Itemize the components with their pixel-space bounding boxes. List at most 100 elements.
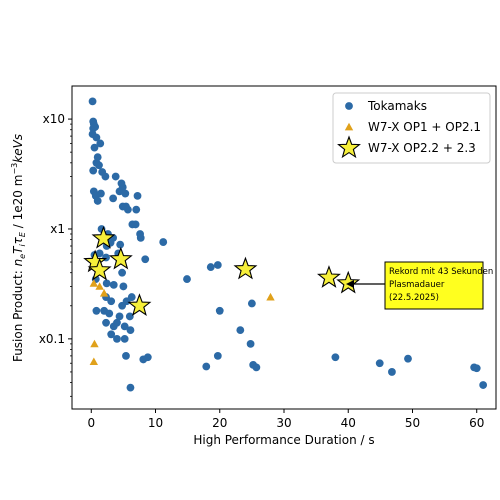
tokamak-point	[113, 334, 121, 343]
tokamak-point	[159, 238, 168, 246]
legend-marker	[344, 122, 354, 131]
w7x-op2-point	[336, 270, 361, 294]
legend-w7x-op1-op21: W7-X OP1 + OP2.1	[344, 120, 481, 134]
tokamak-point	[111, 172, 120, 181]
tokamak-point	[95, 161, 103, 170]
legend-label: W7-X OP1 + OP2.1	[368, 120, 481, 134]
tokamak-point	[107, 330, 116, 339]
tokamak-point	[132, 205, 141, 214]
tokamak-point	[246, 339, 255, 348]
tokamak-point	[213, 261, 222, 269]
tokamak-point	[472, 364, 481, 373]
tokamak-point	[109, 280, 118, 289]
tokamak-point	[125, 312, 134, 321]
y-axis: x0.1 x1 x10	[39, 112, 72, 397]
tokamak-point	[91, 122, 100, 131]
tokamak-point	[93, 197, 102, 205]
tokamak-point	[252, 363, 261, 372]
tokamak-point	[101, 172, 110, 181]
w7x-op2-point	[317, 265, 341, 288]
legend-label: W7-X OP2.2 + 2.3	[368, 141, 476, 155]
tokamak-point	[102, 318, 110, 327]
tokamak-point	[131, 220, 140, 229]
y-tick-label: x0.1	[39, 332, 65, 346]
tokamak-point	[123, 205, 132, 214]
x-tick-label: 10	[148, 416, 163, 430]
x-tick-label: 0	[87, 416, 95, 430]
w7x-op1-point	[95, 282, 104, 290]
tokamak-point	[90, 143, 99, 152]
legend: Tokamaks W7-X OP1 + OP2.1 W7-X OP2.2 + 2.3	[332, 92, 491, 164]
tokamak-point	[202, 362, 211, 371]
legend-label: Tokamaks	[367, 99, 427, 113]
series-w7x-op1-op21	[89, 279, 275, 366]
w7x-op1-point	[99, 289, 109, 297]
tokamak-point	[141, 255, 150, 264]
tokamak-point	[118, 268, 127, 277]
tokamak-point	[119, 282, 128, 291]
tokamak-point	[143, 353, 152, 362]
w7x-op1-point	[89, 357, 99, 366]
legend-w7x-op22-23: W7-X OP2.2 + 2.3	[337, 135, 476, 159]
tokamak-point	[331, 353, 340, 362]
y-tick-label: x1	[50, 222, 65, 236]
tokamak-point	[96, 139, 105, 148]
y-tick-label: x10	[43, 112, 65, 126]
x-tick-label: 20	[212, 416, 227, 430]
tokamak-point	[215, 306, 224, 315]
series-tokamaks	[88, 97, 488, 392]
tokamak-point	[115, 312, 124, 321]
tokamak-point	[375, 359, 384, 368]
tokamak-point	[247, 299, 256, 308]
series-w7x-op22-23	[83, 225, 361, 316]
w7x-op1-point	[90, 339, 99, 348]
w7x-op2-point	[87, 257, 112, 281]
y-axis-label: Fusion Product: neTiτE / 1e20 m−3keVs	[10, 134, 27, 362]
tokamak-point	[105, 309, 114, 318]
tokamak-point	[136, 233, 145, 242]
w7x-op2-point	[91, 225, 116, 249]
tokamak-point	[97, 189, 105, 198]
w7x-op2-point	[108, 246, 133, 270]
annotation-line-2: Plasmadauer	[389, 280, 445, 290]
tokamak-point	[120, 334, 129, 343]
tokamak-point	[121, 189, 130, 198]
tokamak-point	[183, 275, 191, 283]
tokamak-point	[122, 351, 130, 360]
tokamak-point	[479, 381, 488, 389]
tokamak-point	[206, 263, 215, 271]
tokamak-point	[126, 326, 135, 335]
tokamak-point	[118, 183, 127, 192]
annotation-box	[384, 261, 484, 310]
tokamak-point	[109, 194, 118, 203]
legend-marker	[337, 135, 361, 159]
tokamak-point	[89, 166, 98, 175]
tokamak-point	[213, 351, 222, 360]
tokamak-point	[236, 326, 245, 335]
w7x-op1-point	[266, 292, 275, 301]
x-tick-label: 30	[276, 416, 291, 430]
legend-box	[332, 92, 491, 164]
x-axis-label: High Performance Duration / s	[193, 433, 374, 447]
x-tick-label: 60	[469, 416, 484, 430]
w7x-op2-point	[127, 293, 152, 316]
w7x-op2-point	[233, 256, 258, 280]
record-annotation: Rekord mit 43 Sekunden Plasmadauer (22.5…	[346, 261, 493, 310]
legend-tokamaks: Tokamaks	[345, 99, 427, 113]
tokamak-point	[92, 133, 101, 142]
tokamak-point	[388, 368, 396, 376]
tokamak-point	[102, 279, 111, 288]
x-tick-label: 50	[405, 416, 420, 430]
tokamak-point	[126, 383, 135, 392]
tokamak-point	[404, 354, 412, 363]
tokamak-point	[120, 322, 129, 331]
w7x-op1-point	[89, 279, 99, 287]
legend-marker	[345, 102, 353, 110]
annotation-arrow-head	[346, 280, 354, 288]
tokamak-point	[92, 306, 101, 315]
tokamak-point	[127, 293, 136, 301]
tokamak-point	[113, 318, 121, 327]
tokamak-point	[88, 97, 97, 106]
annotation-line-3: (22.5.2025)	[389, 293, 439, 303]
